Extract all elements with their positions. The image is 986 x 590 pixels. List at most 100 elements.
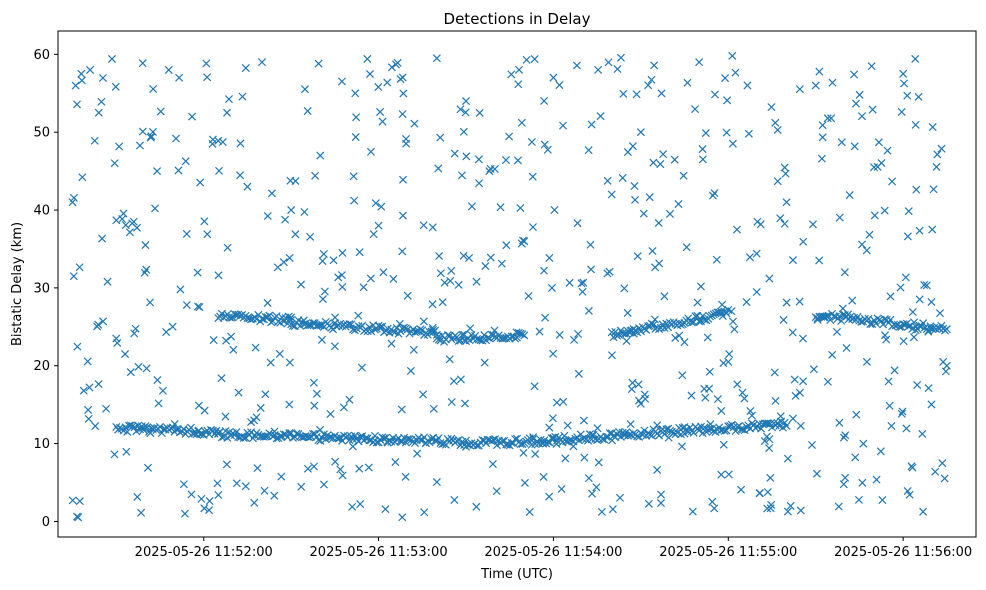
x-axis-ticks: 2025-05-26 11:52:00 2025-05-26 11:53:00 20… [135,537,972,560]
detection-marker [381,433,390,442]
detection-marker [535,327,544,336]
detection-marker [436,269,445,278]
detection-marker [516,203,525,213]
detection-marker [485,167,494,176]
detection-marker [352,113,361,122]
detection-marker [229,345,238,354]
detection-marker [75,263,84,272]
detection-marker [147,132,156,141]
detection-marker [730,325,739,334]
detection-marker [531,449,540,459]
detection-marker [579,416,588,425]
detection-marker [387,339,396,348]
detection-marker [721,74,730,83]
detection-marker [872,475,881,484]
detection-marker [895,322,904,331]
detection-marker [640,426,649,435]
detection-marker [202,59,211,68]
detection-marker [472,502,481,511]
detection-marker [182,300,191,309]
detection-marker [461,97,471,106]
detection-marker [205,506,214,515]
detection-marker [530,55,539,64]
detection-marker [687,391,696,400]
detection-marker [918,429,927,438]
detection-marker [937,144,946,153]
detection-marker [405,435,414,444]
detection-marker [645,430,654,439]
detection-marker [272,434,281,443]
detection-marker [541,313,550,322]
detection-marker [69,193,78,202]
detection-marker [465,254,474,263]
detection-marker [141,241,150,250]
detection-marker [137,508,146,517]
detection-marker [376,107,385,116]
detection-marker [314,321,323,330]
detection-marker [766,473,775,482]
detection-marker [817,154,826,163]
detection-marker [318,257,327,266]
detection-marker [331,457,340,466]
detection-marker [710,504,719,513]
detection-marker [488,460,497,469]
detection-marker [193,302,203,311]
detection-marker [68,496,77,505]
detection-marker [723,96,732,105]
detection-marker [363,54,372,63]
detection-marker [263,298,272,308]
detection-marker [747,411,756,420]
detection-marker [401,134,411,143]
detection-marker [880,206,889,215]
detection-marker [182,229,191,238]
detection-marker [475,179,484,188]
detection-marker [580,453,589,462]
detection-marker [613,65,622,74]
detection-marker [115,142,124,151]
detection-marker [253,464,262,473]
detection-marker [94,108,103,117]
detection-marker [164,65,173,74]
detection-marker [398,513,407,522]
detection-marker [374,221,383,230]
detection-marker [796,506,805,515]
detection-marker [71,81,80,90]
detection-marker [281,215,290,224]
detection-marker [799,377,808,386]
detection-marker [90,136,99,145]
detection-marker [920,280,929,290]
detection-marker [654,218,663,228]
detection-marker [545,492,554,501]
detection-marker [650,315,659,324]
detection-marker [434,164,443,173]
detection-marker [919,507,928,516]
detection-marker [138,59,147,68]
detection-marker [383,78,392,87]
detection-marker [428,300,437,309]
detection-marker [520,237,529,246]
detection-marker [460,399,470,408]
detection-marker [285,253,294,262]
detection-marker [69,272,78,281]
detection-marker [203,230,212,239]
detection-marker [870,211,879,220]
detection-marker [398,110,407,119]
detection-marker [898,407,907,416]
detection-marker [738,425,747,434]
detection-marker [365,69,375,79]
detection-marker [149,84,158,93]
detection-marker [559,397,568,406]
detection-marker [438,298,447,307]
detection-marker [674,200,683,209]
detection-marker [200,406,209,415]
x-tick-label: 2025-05-26 11:53:00 [310,545,448,560]
detection-marker [867,62,876,71]
y-tick-label: 10 [33,437,50,452]
detection-marker [151,204,160,213]
detection-marker [608,505,617,514]
detection-marker [905,490,914,499]
detection-marker [549,349,558,358]
detection-marker [876,447,885,456]
detection-marker [815,67,824,76]
detection-marker [648,246,657,256]
